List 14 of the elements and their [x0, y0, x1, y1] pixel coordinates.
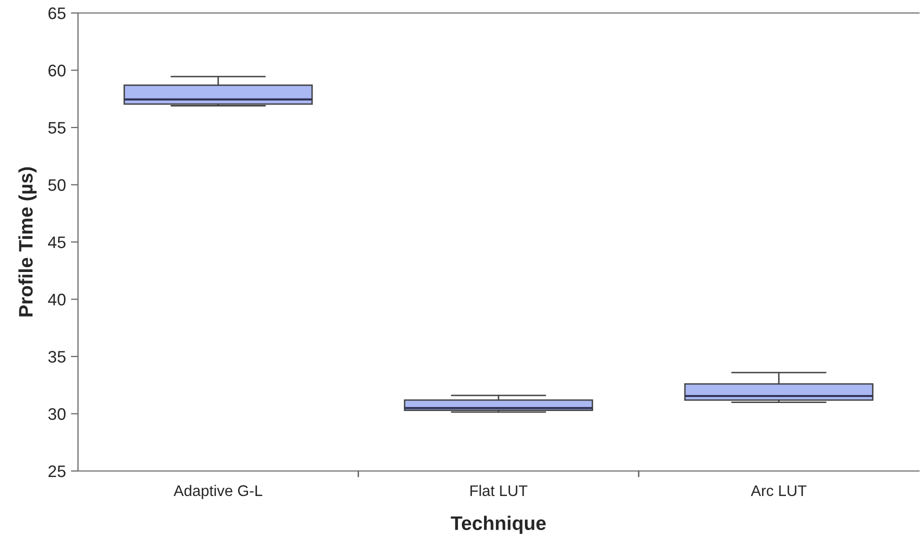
y-tick-label: 50	[48, 179, 66, 191]
y-tick-label: 55	[48, 122, 66, 134]
y-tick-label: 60	[48, 64, 66, 76]
y-tick-label: 30	[48, 408, 66, 420]
y-tick-label: 65	[48, 7, 66, 20]
x-axis-title: Technique	[450, 516, 546, 534]
y-tick-label: 25	[48, 465, 66, 478]
y-tick-label: 40	[48, 294, 66, 306]
y-axis-title: Profile Time (µs)	[18, 167, 37, 316]
x-tick-label: Arc LUT	[750, 485, 806, 496]
x-tick-label: Adaptive G-L	[174, 484, 262, 500]
y-tick-label: 35	[48, 350, 66, 363]
y-tick-label: 45	[48, 236, 66, 248]
x-tick-label: Flat LUT	[470, 484, 528, 496]
